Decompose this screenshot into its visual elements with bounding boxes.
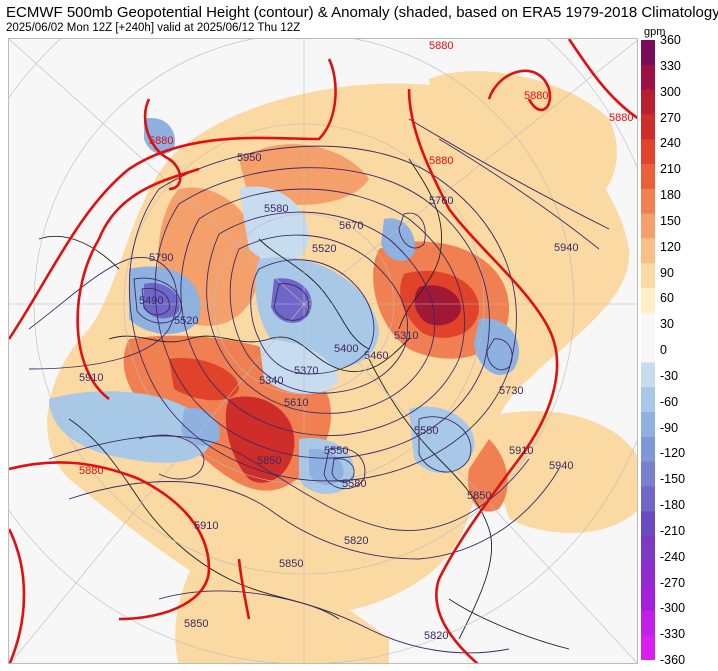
colorbar-segment <box>641 288 655 314</box>
colorbar-segment <box>641 139 655 165</box>
colorbar-tick-label: 210 <box>660 162 681 177</box>
colorbar-tick-label: -180 <box>660 498 686 512</box>
contour-label: 5950 <box>237 152 261 164</box>
colorbar-tick-label: 180 <box>660 188 681 202</box>
contour-label-5880: 5880 <box>609 112 633 124</box>
colorbar-tick-label: -330 <box>660 627 686 642</box>
colorbar-tick-label: 240 <box>660 136 681 151</box>
contour-label: 5580 <box>342 478 366 490</box>
colorbar-tick-label: -240 <box>660 549 686 564</box>
contour-label: 5520 <box>174 315 198 327</box>
contour-label: 5910 <box>509 445 533 457</box>
contour-label-5880: 5880 <box>149 135 173 147</box>
colorbar-tick-label: 30 <box>660 317 674 332</box>
contour-label: 5910 <box>79 372 103 384</box>
colorbar-tick-label: 60 <box>660 291 674 306</box>
contour-label: 5400 <box>334 343 358 355</box>
colorbar-segment <box>641 362 655 388</box>
contour-label: 5850 <box>184 618 208 630</box>
contour-label: 5340 <box>259 375 283 387</box>
contour-label: 5940 <box>549 460 573 472</box>
colorbar-tick-label: -300 <box>660 601 686 616</box>
contour-label: 5550 <box>324 445 348 457</box>
contour-label-5880: 5880 <box>524 90 548 102</box>
colorbar-segment <box>641 188 655 215</box>
colorbar-segment <box>641 89 655 115</box>
contour-label: 5310 <box>394 330 418 342</box>
colorbar-segment <box>641 64 655 91</box>
contour-label-5880: 5880 <box>79 465 103 477</box>
contour-label: 5460 <box>364 350 388 362</box>
colorbar-segment <box>641 486 655 512</box>
map-svg: 5910 5790 5490 5520 5580 5670 5760 5520 … <box>9 39 637 663</box>
colorbar-segment <box>641 387 655 413</box>
contour-label: 5850 <box>467 490 491 502</box>
colorbar-segment <box>641 114 655 140</box>
colorbar-segment <box>641 610 655 636</box>
colorbar-segment <box>641 585 655 611</box>
colorbar-segment <box>641 536 655 562</box>
contour-labels: 5910 5790 5490 5520 5580 5670 5760 5520 … <box>79 40 633 642</box>
colorbar-tick-label: -90 <box>660 420 679 435</box>
contour-label: 5610 <box>284 397 308 409</box>
colorbar-tick-label: 0 <box>660 343 667 357</box>
contour-label: 5820 <box>344 535 368 547</box>
colorbar-tick-label: 330 <box>660 58 681 73</box>
colorbar-tick-label: -360 <box>660 653 686 667</box>
contour-label: 5790 <box>149 252 173 264</box>
5880-contour <box>9 39 637 663</box>
colorbar-tick-label: 120 <box>660 239 681 254</box>
height-contours <box>28 118 610 654</box>
contour-label: 5850 <box>257 455 281 467</box>
contour-label: 5910 <box>194 520 218 532</box>
colorbar-tick-label: -210 <box>660 523 686 538</box>
chart-title: ECMWF 500mb Geopotential Height (contour… <box>6 4 718 21</box>
contour-label: 5760 <box>429 195 453 207</box>
colorbar-tick-label: -120 <box>660 446 686 461</box>
contour-label: 5670 <box>339 220 363 232</box>
colorbar-tick-label: 360 <box>660 33 681 47</box>
colorbar-tick-label: -150 <box>660 472 686 487</box>
contour-label: 5850 <box>279 558 303 570</box>
colorbar <box>641 40 655 660</box>
colorbar-segment <box>641 213 655 239</box>
colorbar-segment <box>641 263 655 289</box>
contour-label: 5490 <box>139 295 163 307</box>
colorbar-segment <box>641 40 655 66</box>
colorbar-segment <box>641 337 655 363</box>
colorbar-tick-label: 150 <box>660 213 681 228</box>
colorbar-segment <box>641 560 655 587</box>
colorbar-segment <box>641 312 655 339</box>
contour-label-5880: 5880 <box>429 155 453 167</box>
colorbar-segment <box>641 412 655 438</box>
contour-label: 5370 <box>294 365 318 377</box>
contour-label: 5730 <box>499 385 523 397</box>
colorbar-tick-label: -30 <box>660 368 679 383</box>
polar-stereographic-map: 5910 5790 5490 5520 5580 5670 5760 5520 … <box>8 38 638 664</box>
colorbar-tick-label: 270 <box>660 110 681 125</box>
colorbar-segment <box>641 461 655 487</box>
colorbar-tick-label: 300 <box>660 84 681 99</box>
chart-subtitle: 2025/06/02 Mon 12Z [+240h] valid at 2025… <box>6 22 301 34</box>
colorbar-segment <box>641 511 655 537</box>
contour-label-5880: 5880 <box>429 40 453 52</box>
colorbar-tick-label: -60 <box>660 394 679 409</box>
coastlines <box>38 158 570 650</box>
contour-label: 5550 <box>414 425 438 437</box>
colorbar-segment <box>641 164 655 190</box>
contour-label: 5520 <box>312 243 336 255</box>
colorbar-segment <box>641 436 655 463</box>
colorbar-tick-label: -270 <box>660 575 686 590</box>
contour-label: 5940 <box>554 242 578 254</box>
contour-label: 5820 <box>424 630 448 642</box>
contour-label: 5580 <box>264 203 288 215</box>
colorbar-tick-label: 90 <box>660 265 674 280</box>
colorbar-segment <box>641 635 655 660</box>
colorbar-unit: gpm <box>644 26 666 38</box>
colorbar-segment <box>641 238 655 264</box>
